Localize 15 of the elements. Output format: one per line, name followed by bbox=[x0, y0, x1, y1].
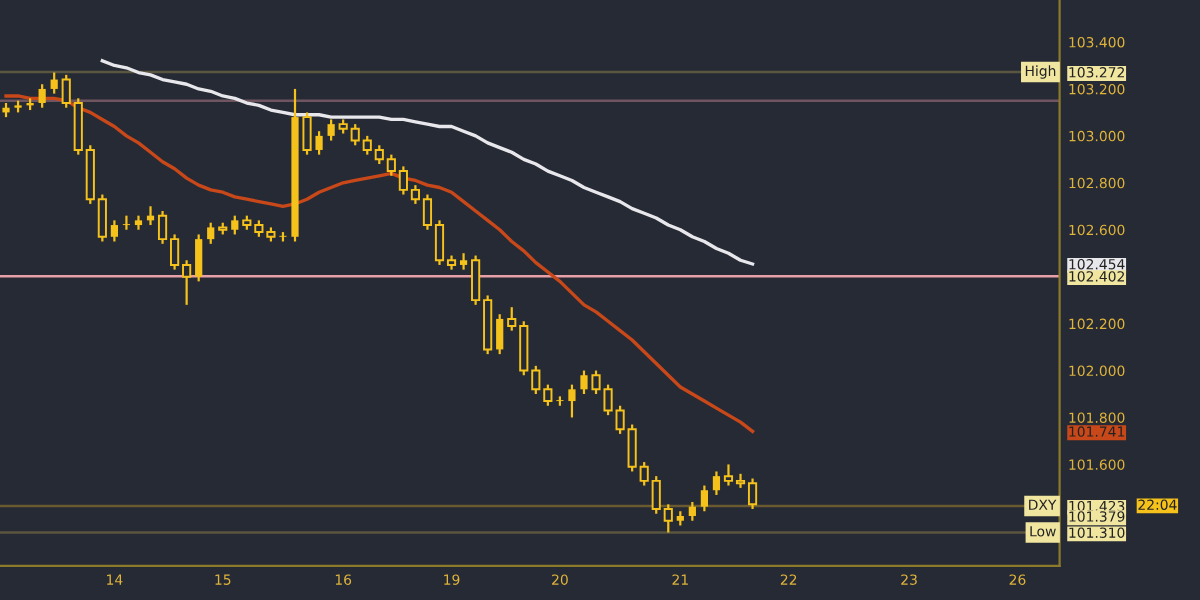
line-series bbox=[100, 59, 755, 266]
candlestick bbox=[688, 500, 696, 522]
candlestick bbox=[459, 252, 468, 271]
candlestick bbox=[496, 313, 504, 356]
candlestick bbox=[327, 118, 335, 142]
candlestick bbox=[122, 214, 131, 231]
candlestick bbox=[712, 470, 721, 497]
candlestick bbox=[231, 214, 239, 236]
candlestick bbox=[568, 383, 576, 419]
candlestick bbox=[195, 233, 203, 283]
candlestick bbox=[50, 71, 58, 95]
candlestick bbox=[110, 219, 118, 243]
candlestick bbox=[207, 221, 215, 245]
candlestick bbox=[38, 83, 46, 109]
candlestick bbox=[700, 484, 709, 513]
